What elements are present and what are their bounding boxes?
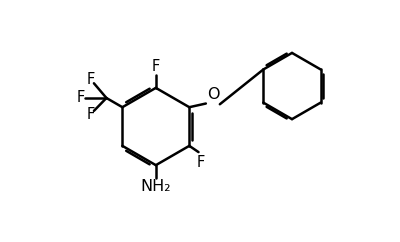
Text: F: F [87,107,95,122]
Text: O: O [207,87,220,102]
Text: F: F [87,72,95,87]
Text: F: F [152,59,160,74]
Text: NH₂: NH₂ [140,179,171,194]
Text: F: F [76,91,85,106]
Text: F: F [196,155,204,170]
